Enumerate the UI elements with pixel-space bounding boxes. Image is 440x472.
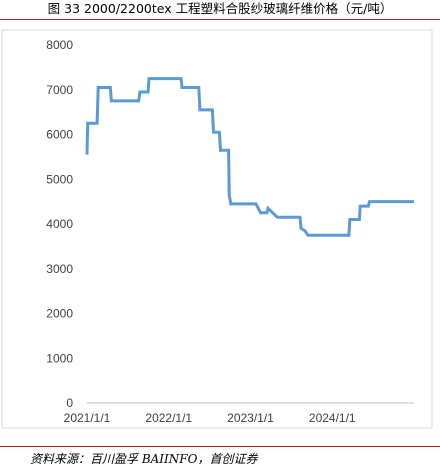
y-tick-label: 1000 [46, 351, 73, 365]
y-tick-label: 0 [66, 396, 73, 410]
y-tick-label: 6000 [46, 128, 73, 142]
y-axis: 0 1000 2000 3000 4000 5000 6000 7000 8000 [46, 38, 73, 410]
plot-frame [1, 29, 433, 429]
y-tick-label: 4000 [46, 217, 73, 231]
title-divider [0, 19, 440, 20]
y-tick-label: 7000 [46, 83, 73, 97]
x-tick-label: 2022/1/1 [145, 411, 192, 425]
series-group [85, 77, 414, 237]
chart-title: 图 33 2000/2200tex 工程塑料合股纱玻璃纤维价格（元/吨） [47, 1, 393, 16]
x-axis: 2021/1/1 2022/1/1 2023/1/1 2024/1/1 [64, 402, 414, 425]
y-tick-label: 5000 [46, 172, 73, 186]
source-divider [0, 446, 440, 447]
x-tick-label: 2024/1/1 [309, 411, 356, 425]
x-tick-label: 2021/1/1 [64, 411, 111, 425]
source-note: 资料来源：百川盈孚 BAIINFO，首创证券 [30, 452, 258, 466]
series-line [85, 77, 414, 237]
y-tick-label: 8000 [46, 38, 73, 52]
price-line-chart: 0 1000 2000 3000 4000 5000 6000 7000 8000 2021/1… [1, 29, 433, 429]
plot-border [1, 29, 433, 429]
x-tick-label: 2023/1/1 [227, 411, 274, 425]
y-tick-label: 2000 [46, 307, 73, 321]
y-tick-label: 3000 [46, 262, 73, 276]
